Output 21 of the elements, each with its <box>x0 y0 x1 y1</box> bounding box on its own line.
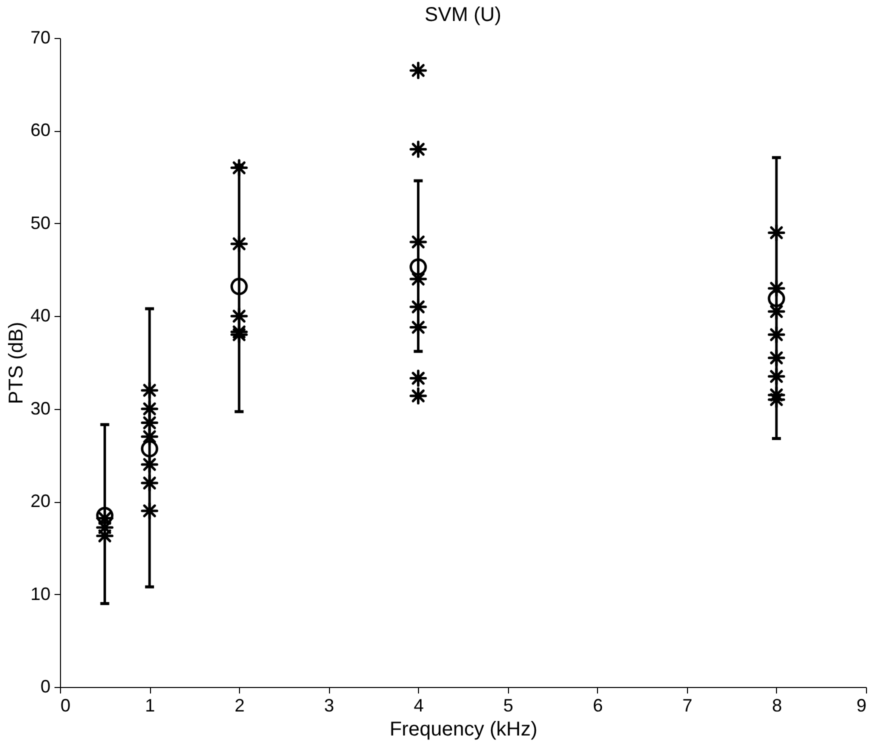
y-tick-label: 30 <box>30 398 50 418</box>
y-tick-label: 0 <box>40 676 50 696</box>
x-tick-label: 9 <box>856 696 866 716</box>
x-tick-label: 5 <box>503 696 514 716</box>
x-tick-label: 0 <box>60 696 71 716</box>
y-tick-label: 70 <box>30 28 50 48</box>
x-tick-label: 6 <box>592 696 603 716</box>
y-tick-label: 10 <box>30 584 50 604</box>
x-tick-label: 3 <box>324 696 334 716</box>
x-tick-label: 7 <box>682 696 692 716</box>
y-tick-label: 60 <box>30 120 50 140</box>
x-axis-title: Frequency (kHz) <box>390 718 538 740</box>
y-tick-label: 40 <box>30 306 50 326</box>
chart-title: SVM (U) <box>424 4 502 26</box>
x-tick-label: 4 <box>414 696 424 716</box>
y-tick-label: 50 <box>30 212 50 233</box>
x-tick-label: 8 <box>772 696 782 716</box>
x-tick-label: 2 <box>234 696 245 716</box>
y-tick-label: 20 <box>30 491 50 512</box>
x-tick-label: 1 <box>145 696 156 716</box>
y-axis-title: PTS (dB) <box>5 322 28 404</box>
